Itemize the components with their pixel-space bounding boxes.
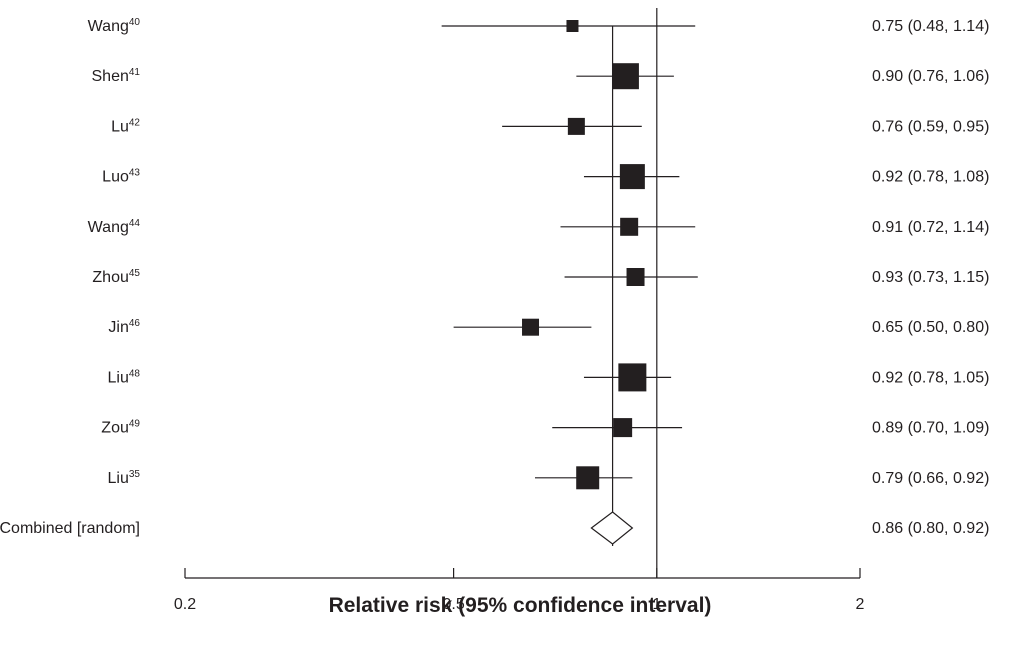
study-label: Wang40 [88,17,141,35]
study-label: Zhou45 [92,268,140,286]
study-reference: 44 [129,218,141,229]
study-row: Liu48 0.92 (0.78, 1.05) [108,363,989,392]
study-label: Luo43 [102,168,140,186]
combined-row: Combined [random] 0.86 (0.80, 0.92) [0,511,989,545]
study-name: Zou [101,420,129,437]
ci-value-label: 0.65 (0.50, 0.80) [872,319,989,336]
study-reference: 45 [129,268,141,279]
study-label: Liu35 [108,469,141,487]
study-row: Zhou45 0.93 (0.73, 1.15) [92,268,989,286]
study-reference: 43 [129,168,141,179]
study-label: Jin46 [108,318,140,336]
point-estimate-marker [620,217,639,236]
study-label: Wang44 [88,218,141,236]
study-row: Wang40 0.75 (0.48, 1.14) [88,17,990,35]
point-estimate-marker [612,63,639,90]
study-reference: 48 [129,368,141,379]
study-reference: 41 [129,67,141,78]
point-estimate-marker [567,117,585,135]
combined-ci-value-label: 0.86 (0.80, 0.92) [872,520,989,537]
ci-value-label: 0.89 (0.70, 1.09) [872,420,989,437]
study-reference: 42 [129,117,141,128]
combined-estimate-diamond [590,511,634,545]
study-reference: 46 [129,318,141,329]
point-estimate-marker [566,20,579,32]
study-name: Wang [88,18,129,35]
x-tick-label: 1 [652,596,661,613]
study-row: Shen41 0.90 (0.76, 1.06) [92,63,989,90]
study-row: Luo43 0.92 (0.78, 1.08) [102,164,989,190]
ci-value-label: 0.75 (0.48, 1.14) [872,18,989,35]
point-estimate-marker [576,466,600,490]
study-row: Wang44 0.91 (0.72, 1.14) [88,217,989,236]
study-name: Liu [108,470,129,487]
study-row: Lu42 0.76 (0.59, 0.95) [111,117,989,135]
study-name: Lu [111,118,129,135]
x-axis: 0.2 0.5 1 2 [174,568,865,613]
combined-label: Combined [random] [0,520,140,537]
study-label: Lu42 [111,117,140,135]
study-row: Jin46 0.65 (0.50, 0.80) [108,318,989,336]
ci-value-label: 0.92 (0.78, 1.08) [872,169,989,186]
study-reference: 40 [129,17,141,28]
ci-value-label: 0.93 (0.73, 1.15) [872,269,989,286]
study-rows: Wang40 0.75 (0.48, 1.14)Shen41 0.90 (0.76,… [0,17,990,545]
study-name: Wang [88,219,129,236]
point-estimate-marker [626,268,645,286]
ci-value-label: 0.90 (0.76, 1.06) [872,68,989,85]
study-label: Liu48 [108,368,141,386]
study-name: Liu [108,369,129,386]
study-row: Zou49 0.89 (0.70, 1.09) [101,418,989,438]
point-estimate-marker [619,164,645,190]
ci-value-label: 0.91 (0.72, 1.14) [872,219,989,236]
x-tick-label: 2 [856,596,865,613]
study-name: Shen [92,68,129,85]
study-row: Liu35 0.79 (0.66, 0.92) [108,466,989,490]
x-tick-label: 0.2 [174,596,196,613]
study-name: Jin [108,319,128,336]
study-label: Zou49 [101,419,140,437]
study-name: Luo [102,169,129,186]
reference-lines [611,8,658,578]
x-tick-label: 0.5 [442,596,464,613]
study-reference: 49 [129,419,141,430]
study-label: Shen41 [92,67,141,85]
ci-value-label: 0.79 (0.66, 0.92) [872,470,989,487]
study-name: Zhou [92,269,128,286]
study-reference: 35 [129,469,141,480]
point-estimate-marker [618,363,647,392]
point-estimate-marker [613,418,633,438]
x-axis-label: Relative risk (95% confidence interval) [329,594,712,617]
point-estimate-marker [522,318,540,336]
ci-value-label: 0.92 (0.78, 1.05) [872,369,989,386]
ci-value-label: 0.76 (0.59, 0.95) [872,118,989,135]
